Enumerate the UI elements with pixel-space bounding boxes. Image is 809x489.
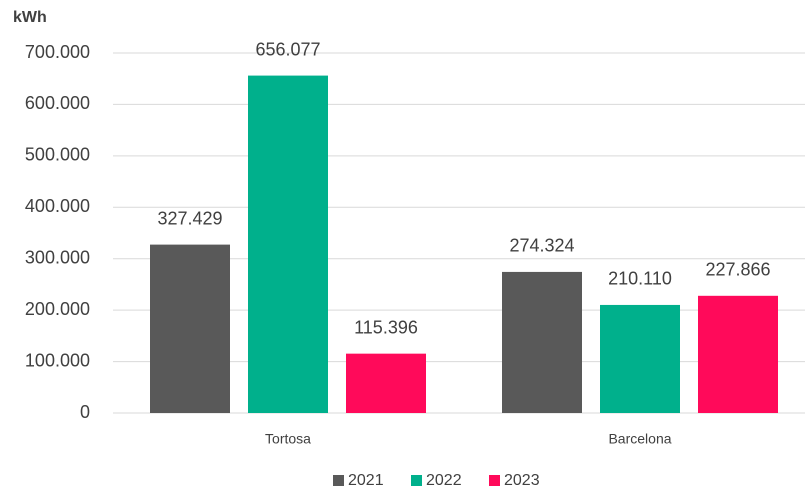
bar — [248, 75, 328, 413]
legend-swatch — [489, 475, 500, 486]
y-tick-label: 100.000 — [25, 350, 90, 370]
value-label: 115.396 — [354, 317, 418, 337]
bar — [600, 304, 680, 413]
value-label: 327.429 — [157, 208, 222, 228]
y-tick-label: 200.000 — [25, 299, 90, 319]
value-label: 210.110 — [608, 269, 672, 289]
bar — [150, 244, 230, 413]
legend-label: 2022 — [426, 472, 462, 489]
legend-swatch — [411, 475, 422, 486]
bar — [698, 295, 778, 413]
value-label: 656.077 — [255, 39, 320, 59]
value-label: 227.866 — [705, 260, 770, 280]
legend-label: 2023 — [504, 472, 540, 489]
y-tick-label: 600.000 — [25, 93, 90, 113]
y-axis-label: kWh — [13, 9, 47, 26]
bar — [346, 353, 426, 413]
y-tick-label: 400.000 — [25, 196, 90, 216]
x-tick-label: Tortosa — [265, 431, 311, 447]
y-tick-label: 300.000 — [25, 247, 90, 267]
legend-swatch — [333, 475, 344, 486]
y-tick-label: 0 — [80, 402, 90, 422]
bar — [502, 271, 582, 413]
y-tick-label: 700.000 — [25, 42, 90, 62]
value-label: 274.324 — [509, 236, 574, 256]
x-tick-label: Barcelona — [608, 431, 671, 447]
y-tick-label: 500.000 — [25, 145, 90, 165]
legend-label: 2021 — [348, 472, 384, 489]
